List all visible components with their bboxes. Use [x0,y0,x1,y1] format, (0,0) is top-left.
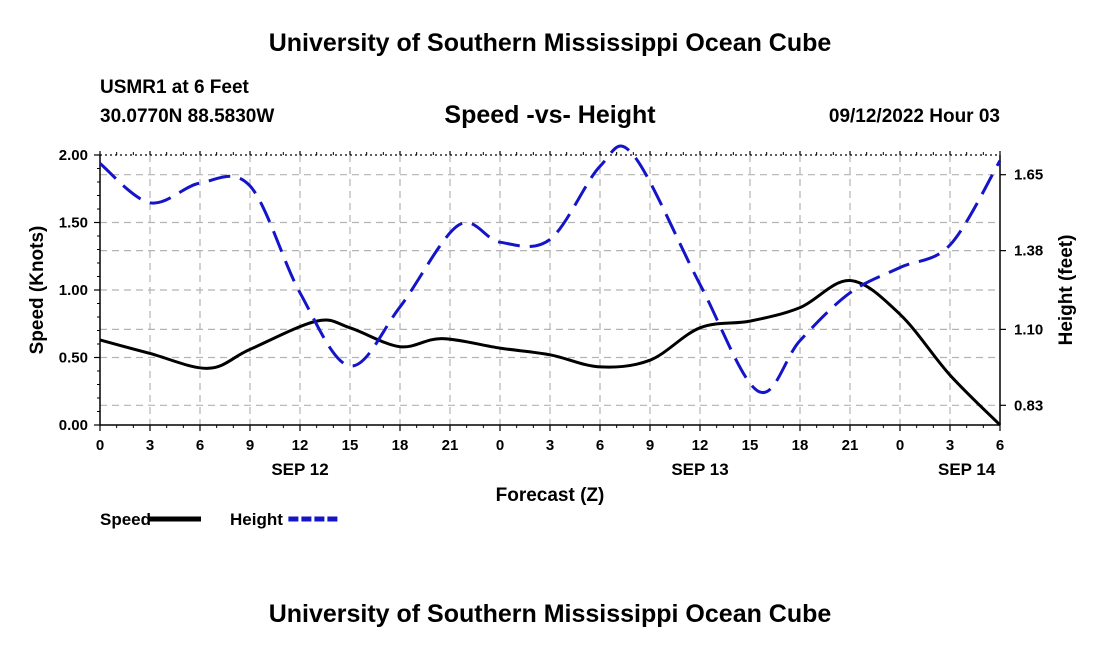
y-tick-label: 1.00 [59,282,88,299]
x-tick-label: 6 [596,437,604,454]
x-tick-label: 9 [646,437,654,454]
legend: Speed Height [100,510,341,529]
x-tick-label: 0 [896,437,904,454]
x-tick-label: 3 [146,437,154,454]
forecast-datetime: 09/12/2022 Hour 03 [828,106,1000,127]
series-line-speed [99,278,1002,427]
x-tick-label: 21 [842,437,859,454]
y-axis-label-left: Speed (Knots) [27,226,48,355]
page-title: University of Southern Mississippi Ocean… [268,29,832,57]
x-tick-label: 12 [292,437,309,454]
y-tick-label: 2.00 [59,147,88,164]
axis-layer: 0 3 6 9 12 15 18 21 0 3 6 9 12 15 18 21 0 3 6 0.00 0.50 1.00 1… [59,147,1043,479]
y-axis-label-right: Height (feet) [1056,235,1077,346]
legend-label-speed: Speed [100,510,151,529]
x-tick-label: 0 [96,437,104,454]
x-tick-label: 15 [742,437,759,454]
x-tick-label: 3 [946,437,954,454]
footer-title: University of Southern Mississippi Ocean… [268,600,832,628]
x-tick-label: 6 [196,437,204,454]
grid-layer [100,155,1000,425]
x-tick-label: 15 [342,437,359,454]
x-tick-label: 3 [546,437,554,454]
date-label: SEP 14 [938,460,996,479]
y-tick-label: 1.50 [59,215,88,232]
y-tick-label: 0.50 [59,350,88,367]
x-tick-label: 21 [442,437,459,454]
x-tick-label: 9 [246,437,254,454]
series-line-height [99,144,1002,395]
station-label: USMR1 at 6 Feet [100,77,249,98]
y2-tick-label: 1.65 [1014,167,1043,184]
x-tick-label: 0 [496,437,504,454]
y2-tick-label: 0.83 [1014,397,1043,414]
x-tick-label: 6 [996,437,1004,454]
y-tick-label: 0.00 [59,417,88,434]
chart-title: Speed -vs- Height [444,101,656,129]
date-label: SEP 13 [671,460,728,479]
x-tick-label: 18 [792,437,809,454]
y2-tick-label: 1.10 [1014,321,1043,338]
x-axis-label: Forecast (Z) [496,485,605,506]
x-tick-label: 12 [692,437,709,454]
x-tick-label: 18 [392,437,409,454]
station-coordinates: 30.0770N 88.5830W [100,106,275,127]
series-layer [99,144,1002,427]
date-label: SEP 12 [271,460,328,479]
legend-label-height: Height [230,510,283,529]
y2-tick-label: 1.38 [1014,243,1043,260]
